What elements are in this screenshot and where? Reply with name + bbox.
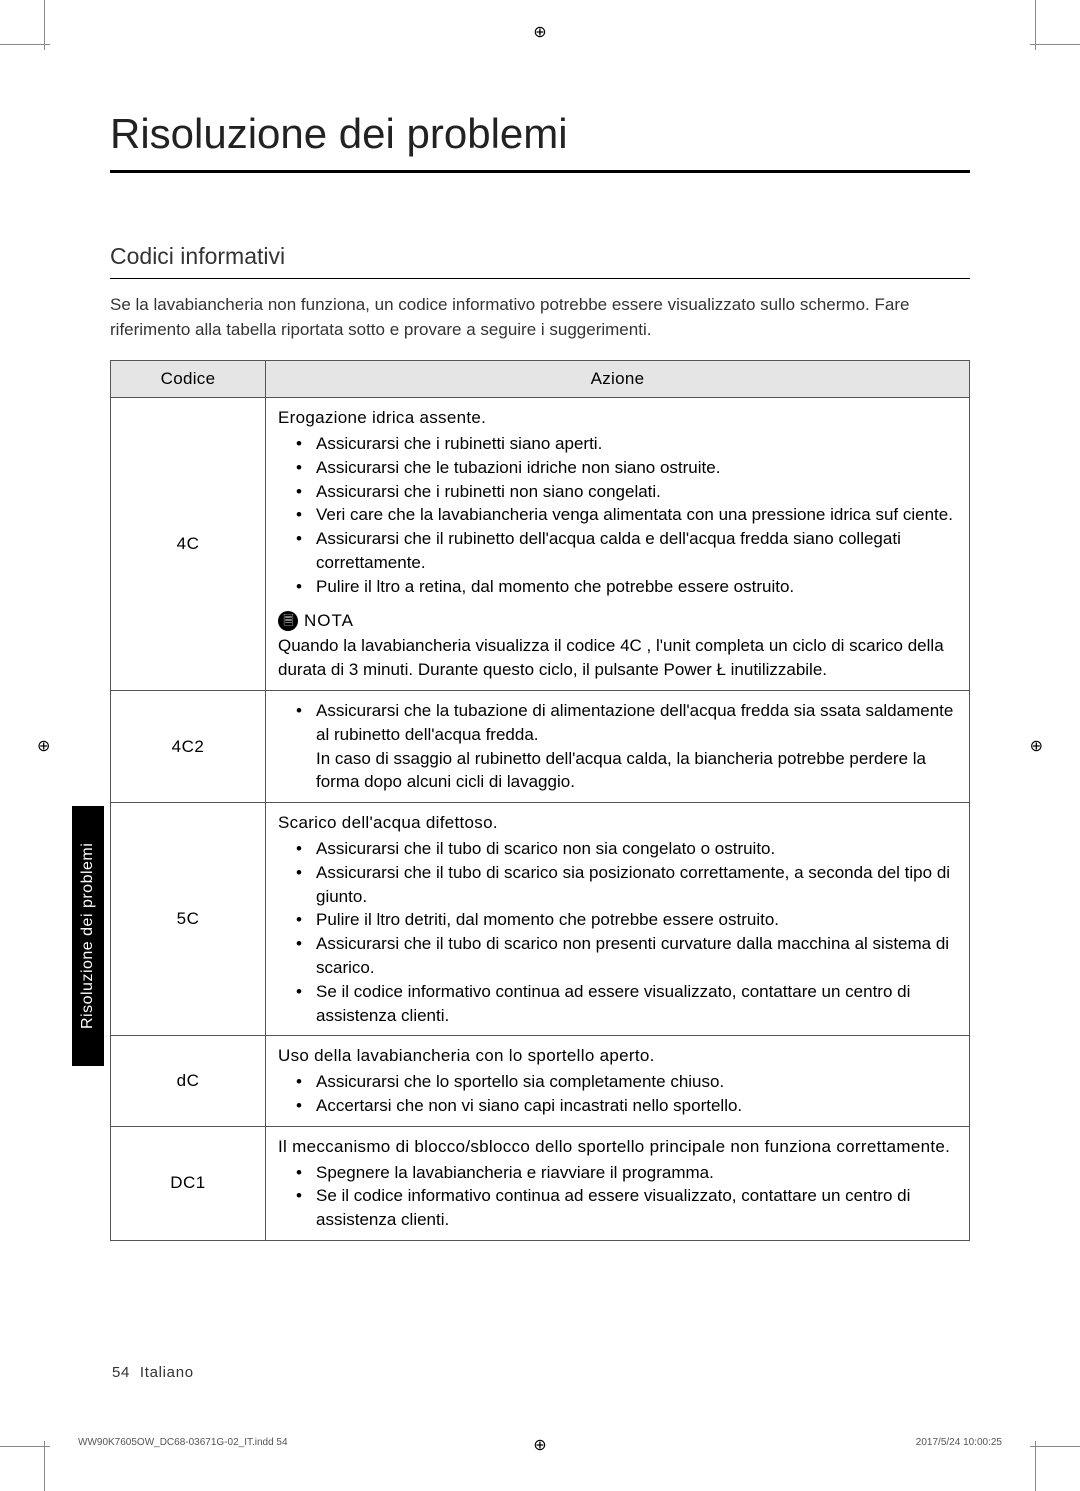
list-item: Assicurarsi che il tubo di scarico non s… bbox=[278, 837, 957, 861]
table-row: 4C2Assicurarsi che la tubazione di alime… bbox=[111, 691, 970, 803]
list-item: Assicurarsi che le tubazioni idriche non… bbox=[278, 456, 957, 480]
list-item: Assicurarsi che lo sportello sia complet… bbox=[278, 1070, 957, 1094]
list-item: Assicurarsi che il rubinetto dell'acqua … bbox=[278, 527, 957, 575]
crop-line bbox=[1030, 1446, 1080, 1447]
table-header-code: Codice bbox=[111, 361, 266, 398]
action-list: Spegnere la lavabiancheria e riavviare i… bbox=[278, 1161, 957, 1232]
action-heading: Erogazione idrica assente. bbox=[278, 406, 957, 430]
table-header-action: Azione bbox=[266, 361, 970, 398]
list-item: Accertarsi che non vi siano capi incastr… bbox=[278, 1094, 957, 1118]
action-list: Assicurarsi che i rubinetti siano aperti… bbox=[278, 432, 957, 599]
code-cell: DC1 bbox=[111, 1126, 266, 1240]
nota-block: 🗏 NOTAQuando la lavabiancheria visualizza… bbox=[278, 609, 957, 682]
action-cell: Assicurarsi che la tubazione di alimenta… bbox=[266, 691, 970, 803]
action-list: Assicurarsi che lo sportello sia complet… bbox=[278, 1070, 957, 1118]
code-cell: dC bbox=[111, 1036, 266, 1126]
registration-mark-right: ⊕ bbox=[1030, 736, 1043, 756]
list-item: Assicurarsi che i rubinetti non siano co… bbox=[278, 480, 957, 504]
nota-label: 🗏 NOTA bbox=[278, 609, 957, 633]
table-row: 5CScarico dell'acqua difettoso.Assicurar… bbox=[111, 803, 970, 1036]
section-title: Codici informativi bbox=[110, 243, 970, 279]
table-row: DC1 Il meccanismo di blocco/sblocco dello… bbox=[111, 1126, 970, 1240]
nota-body: Quando la lavabiancheria visualizza il c… bbox=[278, 634, 957, 682]
code-cell: 5C bbox=[111, 803, 266, 1036]
action-heading: Uso della lavabiancheria con lo sportell… bbox=[278, 1044, 957, 1068]
registration-mark-bottom: ⊕ bbox=[533, 1435, 546, 1455]
action-heading: Scarico dell'acqua difettoso. bbox=[278, 811, 957, 835]
intro-text: Se la lavabiancheria non funziona, un co… bbox=[110, 293, 970, 342]
action-cell: Il meccanismo di blocco/sblocco dello sp… bbox=[266, 1126, 970, 1240]
crop-line bbox=[44, 1441, 45, 1491]
list-item: Se il codice informativo continua ad ess… bbox=[278, 1184, 957, 1232]
action-heading: Il meccanismo di blocco/sblocco dello sp… bbox=[278, 1135, 957, 1159]
code-cell: 4C bbox=[111, 398, 266, 691]
action-list: Assicurarsi che la tubazione di alimenta… bbox=[278, 699, 957, 794]
print-filename: WW90K7605OW_DC68-03671G-02_IT.indd 54 bbox=[78, 1437, 288, 1448]
list-item: Assicurarsi che la tubazione di alimenta… bbox=[278, 699, 957, 794]
crop-line bbox=[0, 1446, 50, 1447]
list-item: Veri care che la lavabiancheria venga al… bbox=[278, 503, 957, 527]
crop-line bbox=[44, 0, 45, 50]
table-row: 4CErogazione idrica assente.Assicurarsi … bbox=[111, 398, 970, 691]
action-list: Assicurarsi che il tubo di scarico non s… bbox=[278, 837, 957, 1027]
nota-label-text: NOTA bbox=[304, 609, 354, 633]
list-item: Assicurarsi che i rubinetti siano aperti… bbox=[278, 432, 957, 456]
crop-line bbox=[1030, 44, 1080, 45]
page-title: Risoluzione dei problemi bbox=[110, 110, 970, 173]
list-item: Se il codice informativo continua ad ess… bbox=[278, 980, 957, 1028]
codes-table: Codice Azione 4CErogazione idrica assent… bbox=[110, 360, 970, 1241]
side-tab: Risoluzione dei problemi bbox=[72, 806, 104, 1066]
print-timestamp: 2017/5/24 10:00:25 bbox=[916, 1437, 1002, 1448]
page-content: Risoluzione dei problemi Codici informat… bbox=[110, 110, 970, 1241]
list-item: Assicurarsi che il tubo di scarico non p… bbox=[278, 932, 957, 980]
list-item: Pulire il ltro detriti, dal momento che … bbox=[278, 908, 957, 932]
registration-mark-top: ⊕ bbox=[533, 22, 546, 42]
list-item: Pulire il ltro a retina, dal momento che… bbox=[278, 575, 957, 599]
crop-line bbox=[1035, 1441, 1036, 1491]
code-cell: 4C2 bbox=[111, 691, 266, 803]
page-footer: 54 Italiano bbox=[112, 1364, 194, 1381]
crop-line bbox=[1035, 0, 1036, 50]
action-cell: Uso della lavabiancheria con lo sportell… bbox=[266, 1036, 970, 1126]
note-icon: 🗏 bbox=[278, 611, 298, 631]
action-cell: Erogazione idrica assente.Assicurarsi ch… bbox=[266, 398, 970, 691]
page-number: 54 bbox=[112, 1364, 130, 1381]
page-language: Italiano bbox=[140, 1364, 194, 1381]
registration-mark-left: ⊕ bbox=[37, 736, 50, 756]
table-row: dC Uso della lavabiancheria con lo sporte… bbox=[111, 1036, 970, 1126]
list-item: Assicurarsi che il tubo di scarico sia p… bbox=[278, 861, 957, 909]
crop-line bbox=[0, 44, 50, 45]
list-item: Spegnere la lavabiancheria e riavviare i… bbox=[278, 1161, 957, 1185]
action-cell: Scarico dell'acqua difettoso.Assicurarsi… bbox=[266, 803, 970, 1036]
